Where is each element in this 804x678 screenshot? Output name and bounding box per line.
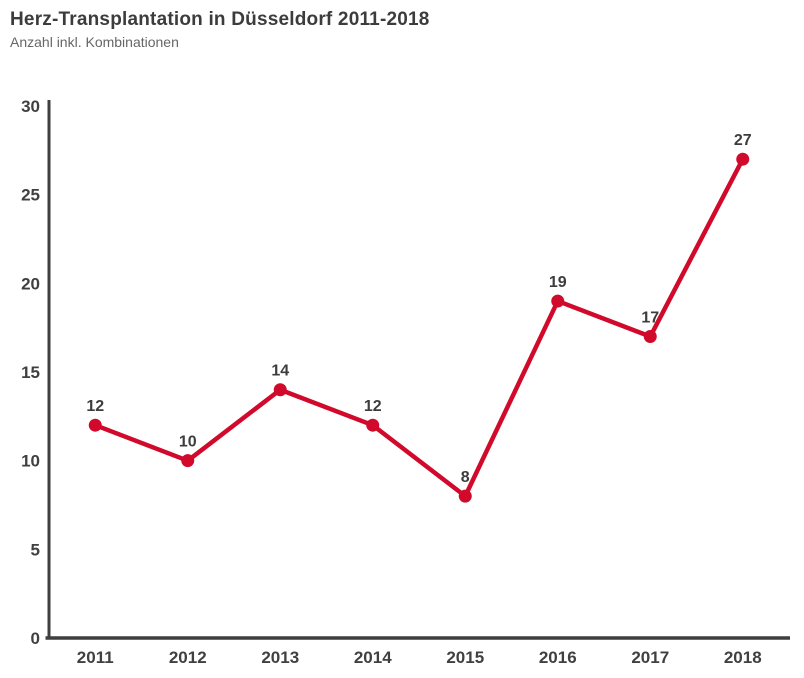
x-tick-label: 2016 xyxy=(539,648,577,667)
y-tick-label: 15 xyxy=(21,363,40,382)
x-tick-label: 2017 xyxy=(631,648,669,667)
data-point-marker xyxy=(181,454,195,468)
data-point-label: 14 xyxy=(271,363,289,380)
y-tick-label: 5 xyxy=(31,540,40,559)
data-point-label: 8 xyxy=(461,469,470,486)
series-line xyxy=(93,156,745,499)
data-point-marker xyxy=(273,383,287,397)
data-point-label: 17 xyxy=(641,310,659,327)
data-point-label: 10 xyxy=(179,434,197,451)
y-tick-label: 25 xyxy=(21,186,40,205)
y-tick-label: 20 xyxy=(21,274,40,293)
chart-title: Herz-Transplantation in Düsseldorf 2011-… xyxy=(10,9,430,30)
y-tick-label: 0 xyxy=(31,629,40,648)
y-tick-label: 10 xyxy=(21,452,40,471)
y-tick-label: 30 xyxy=(21,97,40,116)
data-point-marker xyxy=(88,418,102,432)
data-point-label: 27 xyxy=(734,132,752,149)
data-point-marker xyxy=(736,152,750,166)
data-point-marker xyxy=(643,330,657,344)
x-tick-label: 2013 xyxy=(261,648,299,667)
chart-subtitle: Anzahl inkl. Kombinationen xyxy=(10,34,179,50)
x-tick-label: 2015 xyxy=(446,648,484,667)
data-point-label: 12 xyxy=(364,398,382,415)
data-point-label: 19 xyxy=(549,274,567,291)
x-tick-label: 2014 xyxy=(354,648,392,667)
data-point-marker xyxy=(551,294,565,308)
x-tick-label: 2018 xyxy=(724,648,762,667)
data-point-label: 12 xyxy=(86,398,104,415)
x-tick-label: 2012 xyxy=(169,648,207,667)
data-point-marker xyxy=(366,418,380,432)
data-point-marker xyxy=(458,489,472,503)
x-tick-label: 2011 xyxy=(77,648,114,667)
